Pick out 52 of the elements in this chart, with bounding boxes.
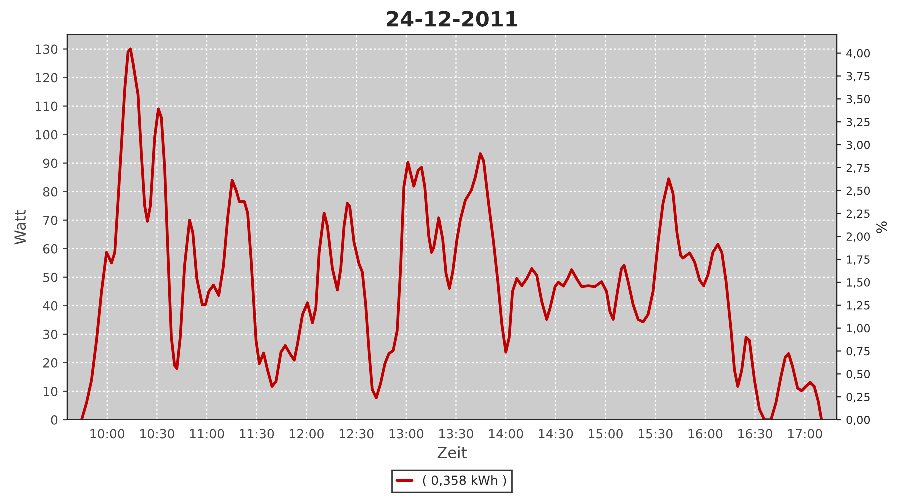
y2-axis-title: %: [876, 222, 888, 234]
y-tick-label: 60: [43, 244, 58, 254]
x-tick-label: 11:00: [190, 429, 224, 439]
x-tick-label: 12:00: [290, 429, 324, 439]
y2-tick-label: 1,25: [847, 301, 870, 311]
y-tick-label: 30: [44, 330, 58, 340]
y2-tick-label: 1,50: [847, 278, 870, 288]
x-tick-label: 14:30: [539, 429, 574, 439]
y2-tick-label: 3,75: [846, 72, 870, 82]
y-tick-label: 80: [43, 187, 58, 197]
x-tick-label: 12:30: [340, 429, 374, 439]
y2-tick-label: 1,00: [847, 324, 870, 334]
x-tick-label: 13:30: [440, 429, 474, 439]
y-tick-label: 20: [43, 358, 58, 368]
y2-tick-label: 2,00: [846, 232, 870, 242]
x-tick-label: 13:00: [390, 429, 424, 439]
y-axis-title: Watt: [14, 210, 26, 245]
x-tick-label: 10:00: [90, 429, 125, 439]
y2-tick-label: 2,50: [846, 186, 870, 196]
y2-tick-label: 1,75: [847, 256, 870, 266]
x-tick-label: 14:00: [489, 429, 524, 439]
y2-tick-label: 0,25: [846, 393, 870, 403]
y2-tick-label: 3,50: [846, 95, 870, 105]
y2-tick-label: 3,25: [846, 118, 870, 128]
y2-tick-label: 0,75: [846, 347, 870, 357]
y-tick-label: 130: [36, 44, 58, 54]
y-tick-label: 0: [51, 415, 58, 425]
y2-tick-label: 2,75: [846, 164, 870, 174]
y-tick-label: 10: [44, 386, 58, 396]
x-tick-label: 16:30: [738, 429, 772, 439]
x-tick-label: 17:00: [788, 429, 822, 439]
x-tick-label: 15:30: [638, 429, 673, 439]
y2-tick-label: 0,00: [846, 416, 870, 426]
y-tick-label: 100: [36, 130, 58, 140]
y-tick-label: 50: [44, 272, 58, 282]
x-tick-label: 16:00: [688, 429, 723, 439]
y-tick-label: 110: [36, 102, 58, 112]
chart-title: 24-12-2011: [387, 11, 518, 27]
y2-tick-label: 3,00: [846, 140, 870, 151]
y2-tick-label: 2,25: [846, 210, 870, 220]
line-series: [80, 48, 824, 420]
x-axis-title: Zeit: [438, 446, 467, 459]
legend-label: ( 0,358 kWh ): [423, 476, 506, 487]
y-tick-label: 40: [43, 301, 58, 311]
y-tick-label: 120: [36, 73, 58, 83]
y-tick-label: 70: [44, 216, 58, 226]
y-tick-label: 90: [43, 158, 58, 168]
x-tick-label: 11:30: [240, 429, 274, 439]
x-tick-label: 15:00: [589, 429, 623, 439]
y2-tick-label: 0,50: [846, 370, 870, 380]
x-tick-label: 10:30: [140, 429, 174, 439]
y2-tick-label: 4,00: [846, 49, 870, 59]
